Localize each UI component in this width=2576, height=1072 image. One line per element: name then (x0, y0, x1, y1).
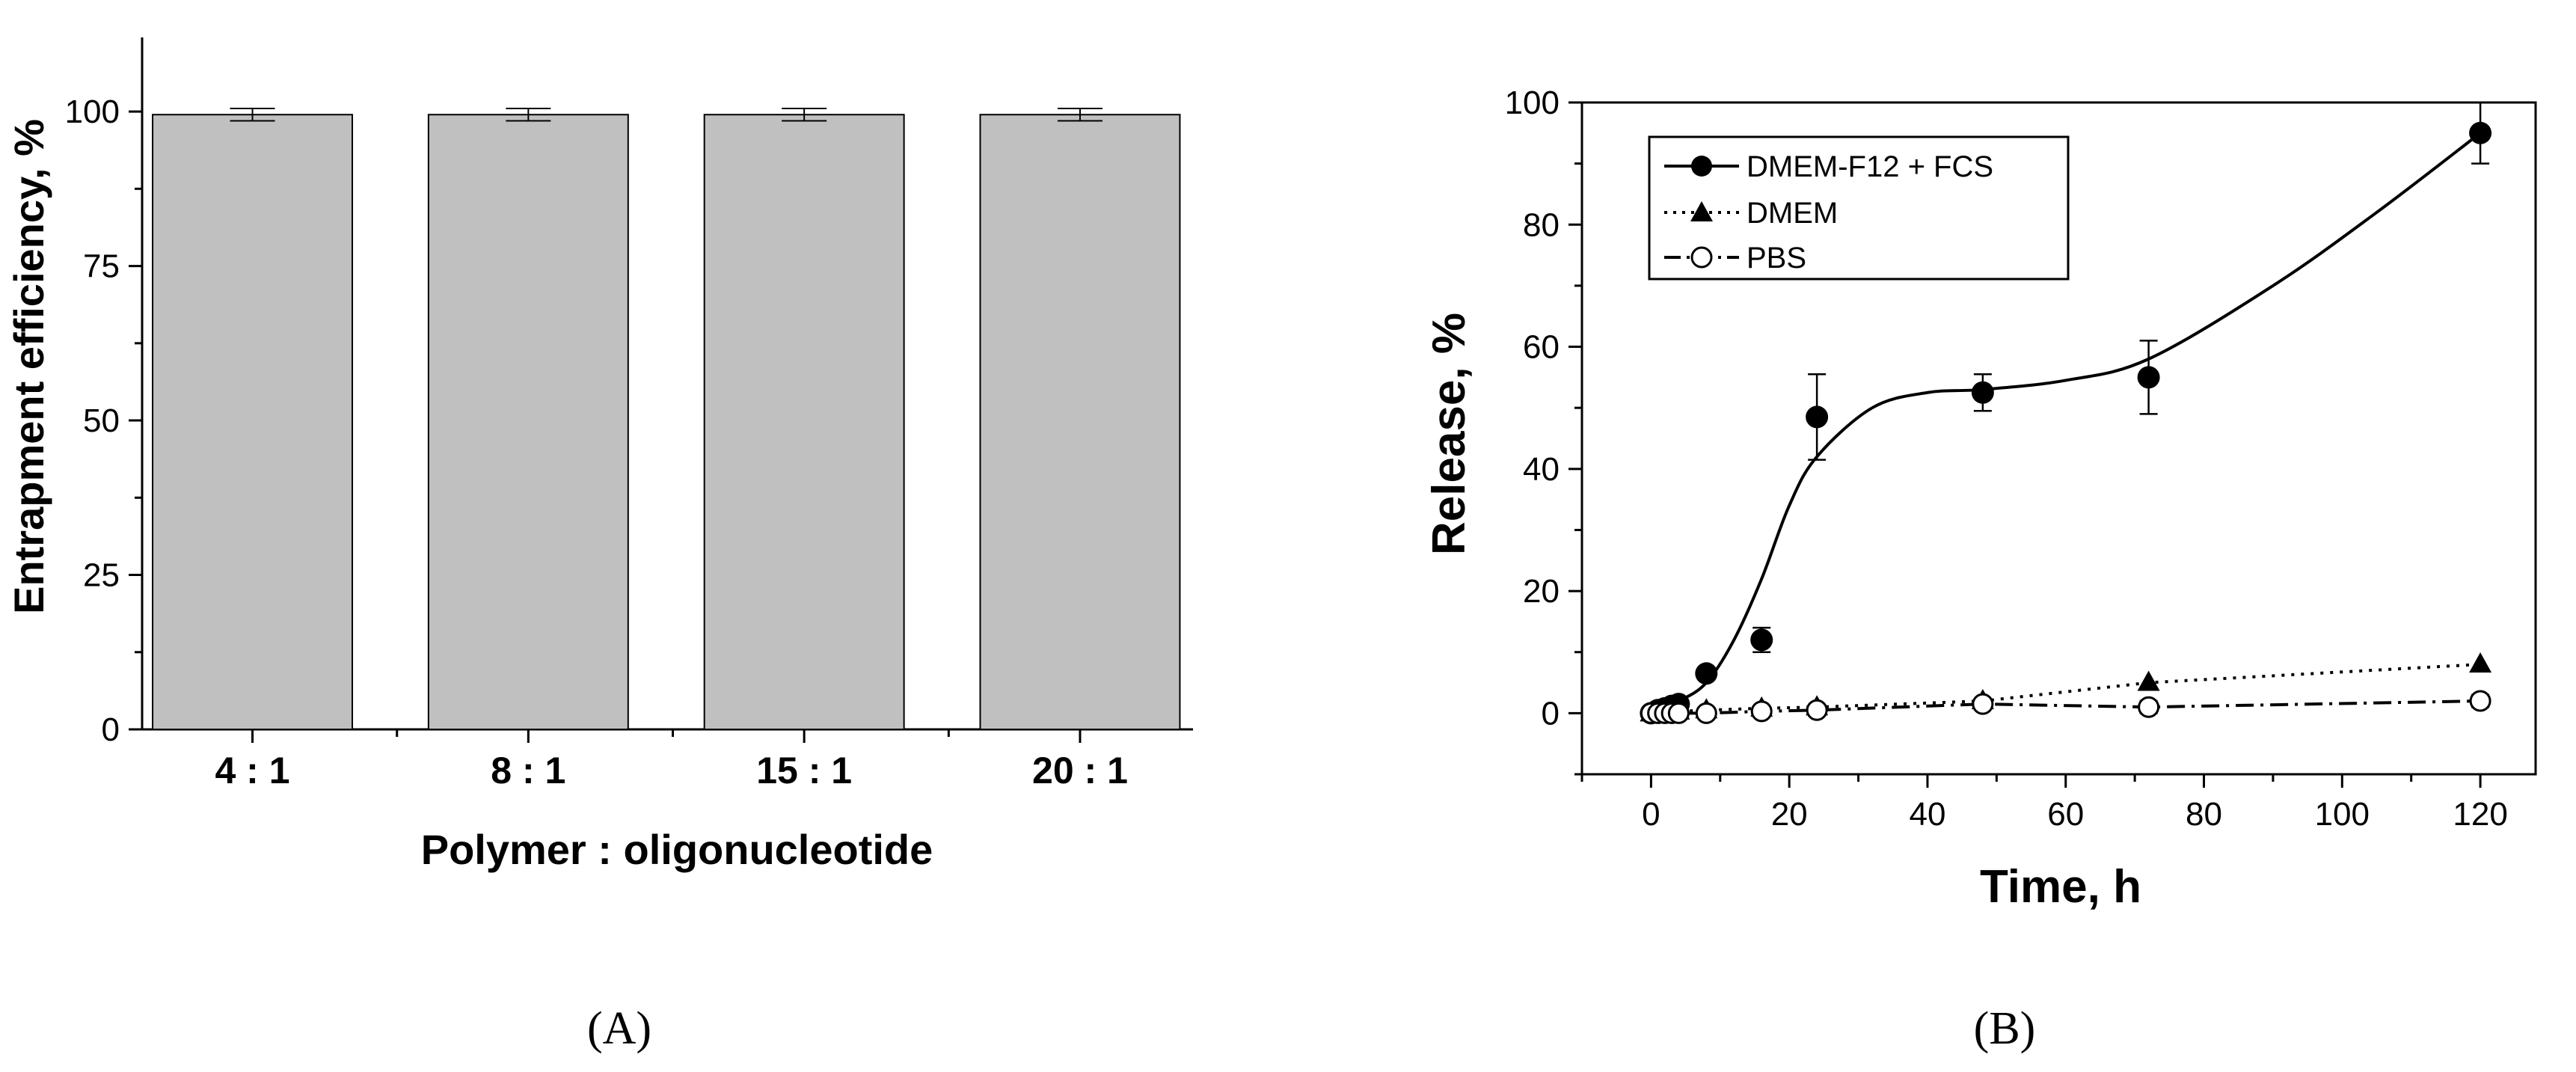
x-tick-label: 0 (1642, 796, 1660, 833)
x-tick-label: 20 (1771, 796, 1808, 833)
bar (703, 114, 905, 730)
x-tick-label: 15 : 1 (756, 750, 852, 791)
data-point-dmem-f12 (1695, 662, 1718, 685)
legend-label-0: DMEM-F12 + FCS (1747, 150, 1993, 183)
plot-frame (1580, 101, 2537, 776)
data-point-dmem (2137, 670, 2160, 691)
panel-a-label: (A) (587, 1003, 651, 1054)
panel-b-ylabel: Release, % (1423, 313, 1475, 555)
data-point-pbs (2138, 696, 2160, 718)
y-tick-label: 0 (1542, 695, 1560, 732)
data-point-pbs (1695, 702, 1717, 724)
bar (152, 114, 354, 730)
y-tick-label: 40 (1523, 451, 1560, 488)
data-point-dmem-f12 (2469, 121, 2492, 144)
x-tick-label: 40 (1909, 796, 1945, 833)
y-tick-label: 25 (83, 557, 120, 594)
data-point-pbs (1667, 702, 1690, 724)
y-tick-label: 0 (102, 711, 120, 748)
data-point-pbs (2469, 690, 2491, 712)
series-line-dmem-f12 (1650, 132, 2482, 712)
panel-b-chart: 0 20 40 60 80 100 0 20 40 60 80 100 120 (1505, 85, 2537, 833)
legend: DMEM-F12 + FCS DMEM PBS (1648, 135, 2070, 281)
legend-marker-2 (1690, 246, 1713, 269)
data-point-dmem-f12 (2137, 366, 2160, 389)
bar (427, 114, 629, 730)
legend-marker-0 (1691, 156, 1712, 177)
data-point-dmem-f12 (1806, 405, 1829, 429)
data-point-pbs (1750, 700, 1773, 723)
panel-b-label: (B) (1974, 1003, 2036, 1054)
x-tick-label: 60 (2047, 796, 2084, 833)
legend-label-2: PBS (1747, 242, 1806, 275)
legend-label-1: DMEM (1747, 197, 1838, 230)
x-tick-label: 8 : 1 (491, 750, 565, 791)
series-line-pbs (1651, 699, 2481, 715)
y-tick-label: 50 (83, 402, 120, 439)
x-tick-label: 4 : 1 (215, 750, 289, 791)
data-point-pbs (1972, 693, 1994, 715)
panel-a-chart: 0 25 50 75 100 4 : 1 8 : 1 15 : 1 20 : 1 (65, 37, 1193, 791)
panel-a-ylabel: Entrapment efficiency, % (5, 119, 52, 614)
x-tick-label: 80 (2186, 796, 2222, 833)
x-tick-label: 120 (2453, 796, 2507, 833)
bar (979, 114, 1181, 730)
data-point-dmem-f12 (1971, 381, 1994, 404)
data-point-dmem (2469, 652, 2492, 673)
y-tick-label: 100 (65, 94, 120, 130)
y-tick-label: 75 (83, 248, 120, 285)
y-tick-label: 20 (1523, 573, 1560, 610)
panel-b-xlabel: Time, h (1980, 861, 2141, 913)
legend-box (1648, 135, 2070, 281)
data-point-pbs (1806, 699, 1828, 721)
x-tick-label: 100 (2315, 796, 2370, 833)
y-tick-label: 100 (1505, 85, 1560, 121)
y-tick-label: 80 (1523, 206, 1560, 243)
x-tick-label: 20 : 1 (1032, 750, 1128, 791)
data-point-dmem-f12 (1750, 628, 1773, 652)
y-tick-label: 60 (1523, 329, 1560, 366)
legend-marker-1 (1690, 201, 1713, 221)
panel-a-xlabel: Polymer : oligonucleotide (421, 826, 933, 873)
